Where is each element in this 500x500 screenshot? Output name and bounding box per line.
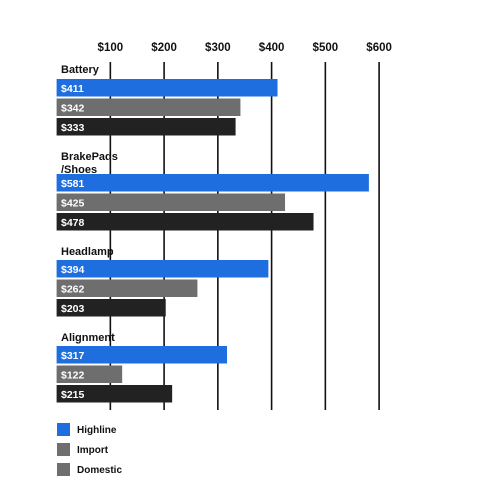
bar-value-label: $317	[61, 350, 85, 362]
bar-highline	[56, 174, 369, 192]
bar-domestic	[56, 213, 314, 231]
legend-swatch	[57, 463, 70, 476]
category-labels: Battery BrakePads/Shoes Headlamp Alignment	[61, 64, 118, 344]
bar-value-label: $122	[61, 369, 85, 381]
bar-value-label: $425	[61, 197, 85, 209]
x-tick-label: $400	[259, 42, 285, 54]
x-tick-label: $200	[151, 42, 177, 54]
bar-value-label: $411	[61, 83, 84, 95]
bar-value-label: $581	[61, 178, 85, 190]
category-label: Battery	[61, 64, 100, 76]
category-label: Alignment	[61, 332, 115, 344]
bar-import	[56, 98, 241, 116]
bar-value-label: $262	[61, 283, 85, 295]
bar-value-label: $333	[61, 122, 85, 134]
bar-value-label: $342	[61, 102, 85, 114]
bar-value-label: $394	[61, 264, 85, 276]
bar-highline	[56, 260, 269, 278]
x-tick-label: $500	[313, 42, 339, 54]
bar-import	[56, 365, 123, 383]
bar-highline	[56, 79, 278, 97]
category-label: /Shoes	[61, 164, 97, 176]
bar-value-label: $203	[61, 303, 85, 315]
x-axis-ticks: $100 $200 $300 $400 $500 $600	[98, 42, 392, 54]
legend-swatch	[57, 443, 70, 456]
legend-label: Highline	[77, 425, 117, 436]
legend-label: Domestic	[77, 465, 122, 476]
bars: $411 $342 $333 $581 $425 $478 $394 $262 $203 $317…	[56, 79, 369, 403]
bar-value-label: $478	[61, 217, 85, 229]
bar-domestic	[56, 118, 236, 136]
bar-domestic	[56, 385, 173, 403]
bar-value-label: $215	[61, 389, 85, 401]
bar-import	[56, 193, 286, 211]
category-label: Headlamp	[61, 246, 114, 258]
legend-swatch	[57, 423, 70, 436]
x-tick-label: $600	[366, 42, 392, 54]
bar-domestic	[56, 299, 166, 317]
bar-import	[56, 279, 198, 297]
legend-label: Import	[77, 445, 109, 456]
category-label: BrakePads	[61, 151, 118, 163]
x-tick-label: $300	[205, 42, 231, 54]
legend: Highline Import Domestic	[57, 423, 122, 476]
bar-highline	[56, 346, 227, 364]
x-tick-label: $100	[98, 42, 124, 54]
